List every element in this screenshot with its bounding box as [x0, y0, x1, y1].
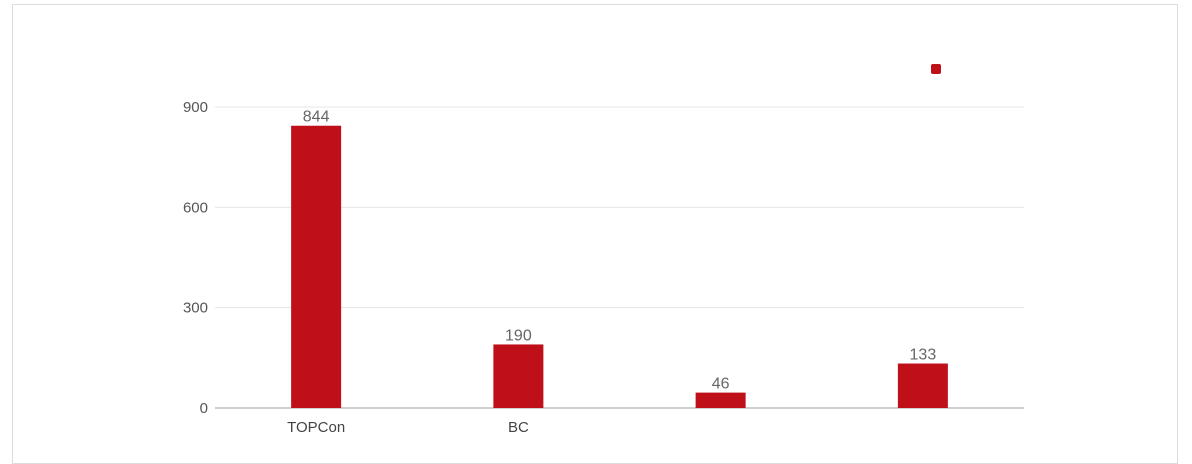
y-tick-label: 300: [183, 300, 208, 317]
bar: [695, 392, 746, 408]
x-tick-label: BC: [508, 419, 529, 436]
chart-panel: [12, 4, 1178, 464]
y-tick-label: 0: [200, 400, 208, 417]
data-label: 133: [910, 347, 937, 364]
data-label: 190: [505, 327, 532, 344]
bar-chart: 0 300 600 900 844 TOPCon 190 BC 46 133: [183, 64, 1024, 436]
legend-swatch: [931, 64, 941, 74]
bar: [291, 125, 342, 409]
y-tick-label: 600: [183, 199, 208, 216]
bar: [897, 363, 948, 408]
bar: [493, 344, 544, 408]
x-tick-label: TOPCon: [287, 419, 345, 436]
y-tick-label: 900: [183, 99, 208, 116]
data-label: 844: [303, 109, 330, 126]
data-label: 46: [712, 376, 730, 393]
